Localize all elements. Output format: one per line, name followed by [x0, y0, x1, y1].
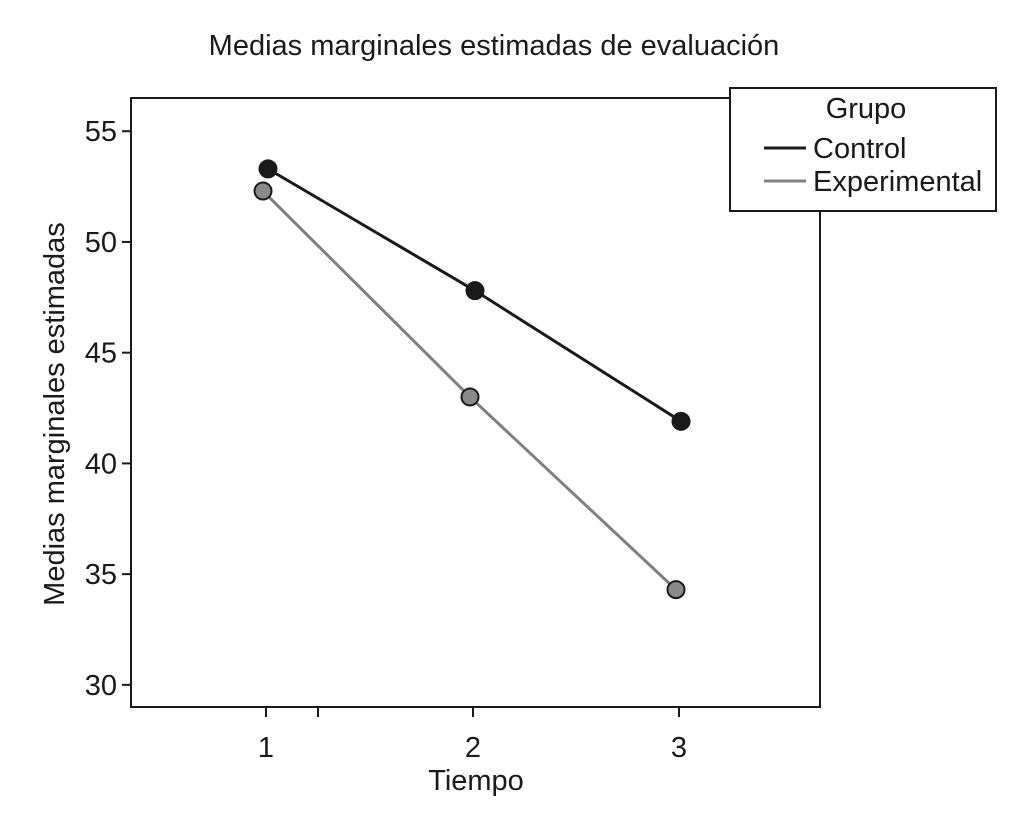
y-tick-label: 35 — [85, 559, 117, 591]
legend: Grupo Control Experimental — [729, 87, 997, 212]
y-axis: 30 35 40 45 50 55 — [85, 116, 131, 702]
data-point-experimental — [460, 387, 480, 407]
legend-label-experimental: Experimental — [813, 166, 982, 198]
y-tick-label: 45 — [85, 338, 117, 370]
legend-label-control: Control — [813, 133, 907, 165]
y-tick-label: 30 — [85, 670, 117, 702]
x-axis-label: Tiempo — [428, 765, 524, 797]
series-layer — [253, 159, 691, 600]
data-point-control — [465, 281, 485, 301]
chart-title: Medias marginales estimadas de evaluació… — [209, 30, 780, 62]
y-tick-label: 40 — [85, 448, 117, 480]
legend-title: Grupo — [826, 93, 907, 125]
y-tick-label: 50 — [85, 227, 117, 259]
x-tick-label: 2 — [465, 732, 481, 764]
data-point-control — [671, 411, 691, 431]
x-tick-label: 3 — [671, 732, 687, 764]
data-point-control — [258, 159, 278, 179]
plot-frame — [130, 97, 821, 708]
y-tick-label: 55 — [85, 116, 117, 148]
x-axis: 1 2 3 — [258, 707, 687, 764]
data-point-experimental — [253, 181, 273, 201]
y-axis-label: Medias marginales estimadas — [39, 222, 71, 606]
data-point-experimental — [666, 580, 686, 600]
x-tick-label: 1 — [258, 732, 274, 764]
